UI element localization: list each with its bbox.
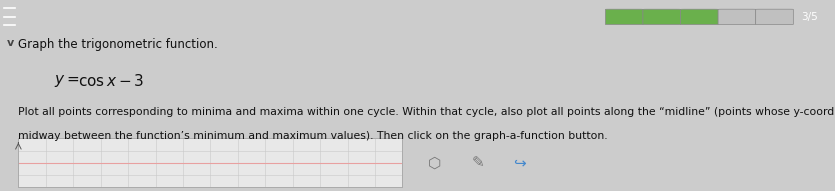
Text: midway between the function’s minimum and maximum values). Then click on the gra: midway between the function’s minimum an…	[18, 131, 608, 141]
Text: ↪: ↪	[514, 155, 526, 170]
Text: Plot all points corresponding to minima and maxima within one cycle. Within that: Plot all points corresponding to minima …	[18, 107, 835, 117]
Text: ✎: ✎	[472, 155, 484, 170]
FancyBboxPatch shape	[681, 9, 718, 25]
Text: Graph the trigonometric function.: Graph the trigonometric function.	[18, 38, 218, 51]
FancyBboxPatch shape	[718, 9, 756, 25]
FancyBboxPatch shape	[643, 9, 681, 25]
Text: 3/5: 3/5	[802, 12, 818, 22]
FancyBboxPatch shape	[605, 9, 643, 25]
Text: ⬡: ⬡	[428, 155, 441, 170]
Text: $y=$: $y=$	[54, 73, 80, 89]
FancyBboxPatch shape	[756, 9, 793, 25]
Text: v: v	[7, 38, 14, 48]
Text: $\cos x - 3$: $\cos x - 3$	[78, 73, 144, 89]
